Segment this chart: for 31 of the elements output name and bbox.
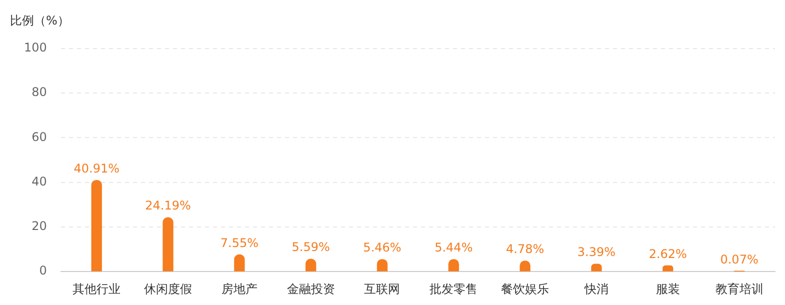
x-tick-label: 教育培训	[715, 282, 764, 296]
data-label: 40.91%	[74, 161, 120, 176]
bar	[162, 217, 174, 272]
x-tick-label: 快消	[583, 282, 608, 296]
data-label: 4.78%	[506, 242, 544, 256]
bar	[91, 180, 102, 272]
x-tick-label: 金融投资	[286, 282, 335, 296]
x-tick-label: 互联网	[364, 282, 400, 296]
data-label: 24.19%	[145, 198, 191, 213]
x-tick-label: 其他行业	[72, 282, 121, 296]
x-tick-label: 批发零售	[430, 282, 478, 296]
data-label: 5.59%	[292, 240, 330, 254]
data-label: 0.07%	[720, 252, 758, 267]
x-tick-label: 房地产	[221, 282, 258, 296]
y-tick-label: 60	[32, 130, 47, 144]
y-axis-title: 比例（%）	[10, 13, 70, 28]
x-tick-label: 休闲度假	[144, 282, 192, 296]
y-tick-label: 0	[39, 264, 47, 278]
y-tick-label: 80	[32, 85, 47, 100]
data-label: 5.44%	[434, 240, 473, 255]
x-tick-label: 餐饮娱乐	[501, 282, 550, 296]
data-label: 2.62%	[648, 246, 687, 261]
bar	[234, 254, 245, 272]
y-tick-label: 100	[24, 40, 47, 55]
bar	[662, 265, 674, 272]
y-tick-label: 40	[32, 174, 47, 188]
data-label: 5.46%	[363, 240, 402, 255]
y-tick-label: 20	[32, 219, 47, 234]
x-tick-label: 服装	[656, 282, 680, 296]
data-label: 7.55%	[220, 236, 258, 250]
data-label: 3.39%	[577, 245, 616, 260]
